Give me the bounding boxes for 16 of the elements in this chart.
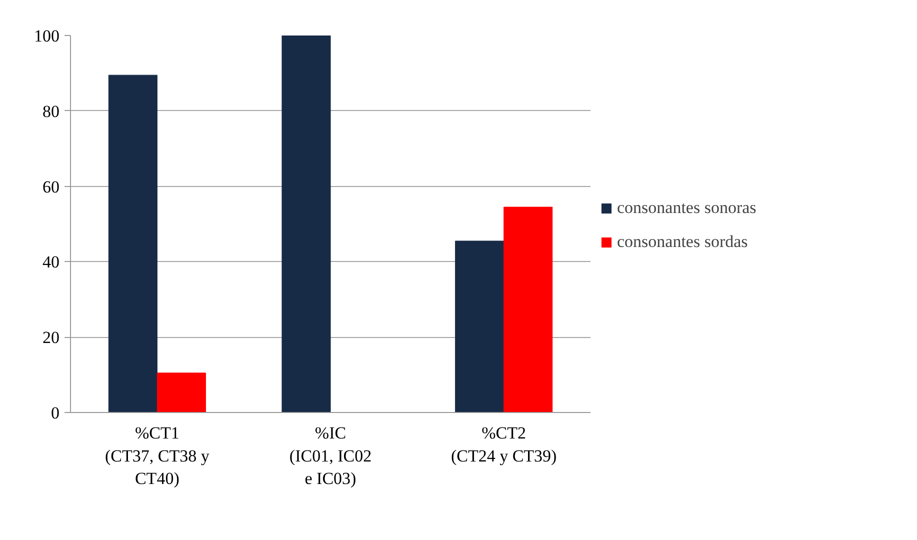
y-tick-label: 40 — [42, 252, 60, 272]
x-tick-label: %CT1 (CT37, CT38 y CT40) — [104, 424, 210, 488]
y-tick-label: 80 — [42, 102, 60, 121]
legend-label: consonantes sonoras — [617, 198, 756, 218]
bar — [108, 74, 158, 412]
bar — [455, 240, 504, 412]
x-tick-label: %IC (IC01, IC02 e IC03) — [289, 424, 372, 488]
y-tick-label: 60 — [42, 177, 60, 196]
y-tick-label: 0 — [51, 404, 60, 422]
bar — [282, 36, 331, 412]
x-tick-label: %CT2 (CT24 y CT39) — [450, 424, 557, 466]
y-tick-label: 100 — [34, 26, 60, 46]
bar — [504, 206, 553, 412]
bar — [156, 372, 206, 412]
legend-label: consonantes sordas — [617, 232, 748, 252]
y-tick-label: 20 — [42, 328, 60, 348]
